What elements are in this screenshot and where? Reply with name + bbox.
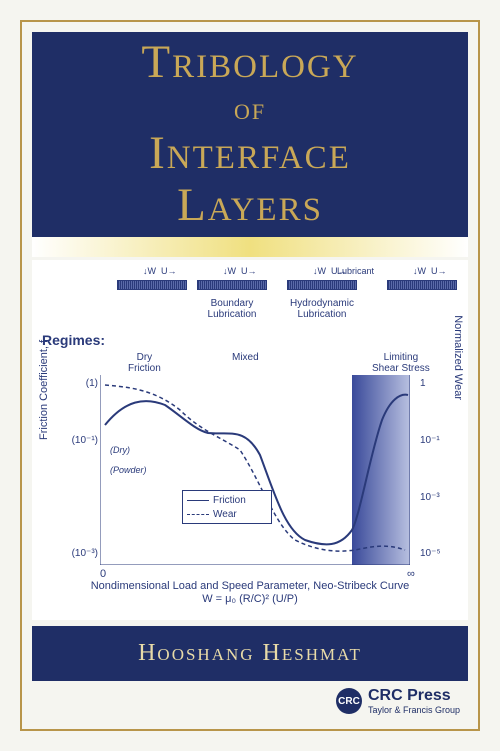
- author-name: Hooshang Heshmat: [138, 640, 362, 667]
- regime-box: ↓W U→: [112, 268, 192, 298]
- crc-logo-icon: CRC: [336, 688, 362, 714]
- regime-box: ↓W U→Lubricant Hydrodynamic Lubrication: [282, 268, 362, 320]
- y2-tick: 10⁻³: [420, 492, 440, 503]
- x-caption: Nondimensional Load and Speed Parameter,…: [32, 580, 468, 606]
- publisher-name: CRC Press: [368, 687, 460, 705]
- x-caption-line2: W = μ₀ (R/C)² (U/P): [32, 593, 468, 606]
- y-tick: (10⁻¹): [70, 435, 98, 446]
- publisher-row: CRC CRC Press Taylor & Francis Group: [32, 683, 468, 719]
- title-line-2: of: [234, 91, 266, 126]
- title-block: Tribology of Interface Layers: [32, 32, 468, 237]
- curve-annotation: (Dry): [110, 445, 130, 455]
- gradient-band: [32, 237, 468, 257]
- y-tick: (10⁻³): [70, 548, 98, 559]
- regime-box: ↓W U→: [382, 268, 462, 298]
- x-caption-line1: Nondimensional Load and Speed Parameter,…: [32, 580, 468, 593]
- y2-tick: 10⁻⁵: [420, 548, 441, 559]
- stribeck-chart: ↓W U→ ↓W U→ Boundary Lubrication ↓W U→Lu…: [32, 260, 468, 620]
- publisher-tagline: Taylor & Francis Group: [368, 705, 460, 715]
- y2-tick: 1: [420, 378, 426, 389]
- title-line-3: Interface: [149, 128, 351, 180]
- x-cap: 0: [100, 568, 106, 580]
- regime-sublabel: Limiting Shear Stress: [372, 352, 430, 374]
- regime-header: ↓W U→ ↓W U→ Boundary Lubrication ↓W U→Lu…: [32, 268, 468, 338]
- legend-wear: Wear: [213, 509, 237, 520]
- regime-box: ↓W U→ Boundary Lubrication: [192, 268, 272, 320]
- curve-annotation: (Powder): [110, 465, 147, 475]
- y-axis-label: Friction Coefficient, f: [38, 340, 50, 440]
- legend-friction: Friction: [213, 495, 246, 506]
- regimes-label: Regimes:: [42, 332, 105, 348]
- regime-sublabel: Dry Friction: [128, 352, 161, 374]
- title-line-4: Layers: [177, 180, 323, 232]
- book-cover: Tribology of Interface Layers ↓W U→ ↓W U…: [0, 0, 500, 751]
- y2-axis-label: Normalized Wear: [452, 315, 464, 400]
- legend: Friction Wear: [182, 490, 272, 524]
- author-band: Hooshang Heshmat: [32, 626, 468, 681]
- y-tick: (1): [70, 378, 98, 389]
- x-cap: ∞: [407, 568, 415, 580]
- wear-curve: [105, 385, 405, 551]
- regime-sublabel: Mixed: [232, 352, 259, 363]
- y2-tick: 10⁻¹: [420, 435, 440, 446]
- title-line-1: Tribology: [141, 37, 358, 89]
